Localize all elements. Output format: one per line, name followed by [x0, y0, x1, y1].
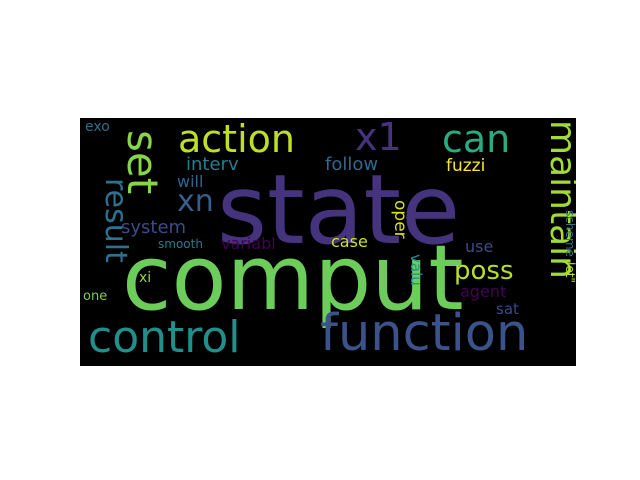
- word-agent: agent: [460, 282, 507, 301]
- word-follow: follow: [325, 154, 379, 175]
- word-fuzzi: fuzzi: [446, 156, 486, 176]
- word-scheme: scheme: [563, 210, 576, 257]
- word-case: case: [331, 232, 368, 251]
- word-sat: sat: [496, 300, 519, 318]
- word-state: state: [217, 154, 461, 266]
- word-will: will: [177, 172, 204, 191]
- word-x1: x1: [355, 118, 402, 159]
- word-xi: xi: [139, 270, 152, 286]
- word-one: one: [83, 289, 108, 304]
- word-xn: xn: [177, 184, 214, 219]
- word-use: use: [465, 237, 494, 256]
- word-let: let": [563, 262, 576, 283]
- word-can: can: [442, 118, 511, 161]
- word-oper: oper: [390, 200, 410, 239]
- word-function: function: [320, 304, 529, 363]
- word-exo: exo: [85, 119, 110, 135]
- word-variabl: variabl: [221, 234, 276, 253]
- word-control: control: [88, 312, 241, 363]
- word-action: action: [178, 118, 295, 161]
- word-smooth: smooth: [158, 237, 203, 251]
- word-system: system: [121, 217, 187, 238]
- word-cloud: state comput function control action mai…: [80, 118, 576, 366]
- word-valu: valu: [407, 254, 425, 286]
- word-interv: interv: [186, 154, 239, 175]
- word-poss: poss: [454, 256, 514, 286]
- word-comput: comput: [122, 226, 464, 331]
